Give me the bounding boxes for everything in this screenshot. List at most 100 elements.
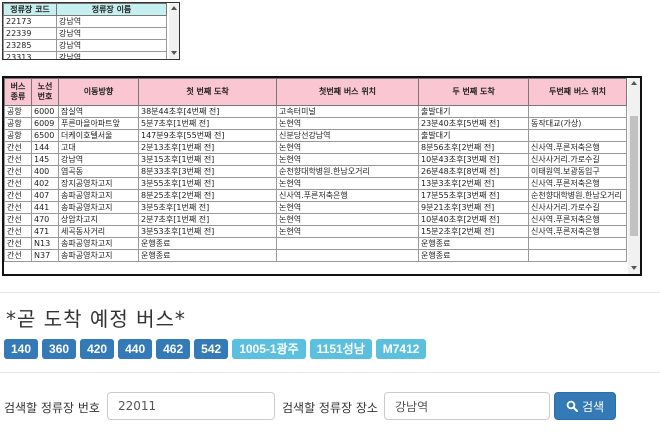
arrival-direction-cell: 송파공영차고지 (58, 189, 139, 202)
scroll-up-icon[interactable] (631, 81, 637, 85)
arrival-first-cell: 3분53초후[1번째 전] (138, 225, 277, 238)
arrival-table: 버스 종류 노선 번호 이동방향 첫 번째 도착 첫번째 버스 위치 두 번째 … (4, 78, 627, 262)
arrival-row[interactable]: 간선 407 송파공영차고지 8분25초후[2번째 전] 신사역.푸른저축은행 17분55… (4, 189, 627, 202)
station-row[interactable]: 22173 강남역 (3, 15, 167, 28)
arrival-table-container[interactable]: 버스 종류 노선 번호 이동방향 첫 번째 도착 첫번째 버스 위치 두 번째 … (2, 76, 642, 276)
arrival-first-cell: 운행종료 (138, 249, 277, 262)
bus-badge[interactable]: 140 (4, 339, 39, 359)
station-code-cell: 23313 (3, 51, 57, 59)
arrival-second-loc-cell: 동작대교(가상) (528, 117, 627, 130)
station-number-label: 검색할 정류장 번호 (4, 401, 100, 415)
divider (0, 372, 660, 373)
station-list-scrollbar[interactable] (169, 3, 179, 59)
station-place-label: 검색할 정류장 장소 (282, 401, 378, 415)
arrival-row[interactable]: 간선 N37 송파공영차고지 운행종료 운행종료 (4, 249, 627, 262)
arrival-first-loc-cell: 고속터미널 (276, 105, 419, 118)
arrival-second-cell: 10분40초후[2번째 전] (418, 213, 529, 226)
arrival-second-cell: 8분56초후[2번째 전] (418, 141, 529, 154)
bus-badge[interactable]: 1151성남 (309, 339, 372, 359)
arrival-second-cell: 출발대기 (418, 105, 529, 118)
arrival-direction-cell: 장지공영차고지 (58, 177, 139, 190)
arrival-direction-cell: 더케이호텔서울 (58, 129, 139, 142)
arrival-second-loc-cell (528, 249, 627, 262)
arrival-row[interactable]: 간선 400 염곡동 8분33초후[3번째 전] 순천향대학병원.한남오거리 26분48초… (4, 165, 627, 178)
arrival-row[interactable]: 공항 6500 더케이호텔서울 147분9초후[55번째 전] 신분당선강남역 출발대기 (4, 129, 627, 142)
search-icon (566, 400, 578, 412)
bus-badge[interactable]: M7412 (375, 339, 427, 359)
station-place-input[interactable] (384, 392, 550, 420)
arrival-first-loc-cell: 논현역 (276, 225, 419, 238)
arrival-row[interactable]: 간선 145 강남역 3분15초후[1번째 전] 논현역 10분43초후[3번째 전] 신사… (4, 153, 627, 166)
search-button-label: 검색 (581, 399, 605, 414)
station-name-cell: 강남역 (56, 39, 167, 52)
scroll-down-icon[interactable] (631, 266, 637, 270)
arrival-first-cell: 8분33초후[3번째 전] (138, 165, 277, 178)
arriving-soon-title: *곧 도착 예정 버스* (6, 307, 186, 331)
arrival-row[interactable]: 간선 470 상암차고지 2분7초후[1번째 전] 논현역 10분40초후[2번째 전] 신… (4, 213, 627, 226)
arrival-type-cell: 공항 (4, 117, 32, 130)
station-number-input[interactable] (107, 392, 275, 420)
station-row[interactable]: 23285 강남역 (3, 39, 167, 52)
arrival-row[interactable]: 간선 402 장지공영차고지 3분55초후[1번째 전] 논현역 13분3초후[2번째 전… (4, 177, 627, 190)
arrival-second-loc-cell: 신사사거리.가로수길 (528, 201, 627, 214)
station-row[interactable]: 23313 강남역 (3, 51, 167, 59)
arrival-type-cell: 간선 (4, 189, 32, 202)
scrollbar-thumb[interactable] (630, 116, 638, 236)
second-arrival-header: 두 번째 도착 (418, 78, 529, 106)
arrival-route-cell: 6000 (31, 105, 59, 118)
arrival-second-cell: 15분2초후[2번째 전] (418, 225, 529, 238)
arrival-first-loc-cell: 논현역 (276, 213, 419, 226)
arrival-type-cell: 간선 (4, 153, 32, 166)
scroll-up-icon[interactable] (171, 6, 177, 10)
station-code-cell: 23285 (3, 39, 57, 52)
arriving-soon-buses: 140 360 420 440 462 542 1005-1광주 1151성남 M7412 (4, 339, 427, 359)
station-list[interactable]: 정류장 코드 정류장 이름 22173 강남역 22339 강남역 23285 강남역 23… (2, 2, 180, 60)
bus-badge[interactable]: 542 (194, 339, 229, 359)
divider (0, 292, 660, 293)
scroll-down-icon[interactable] (171, 51, 177, 55)
arrival-direction-cell: 송파공영차고지 (58, 201, 139, 214)
arrival-row[interactable]: 공항 6000 잠실역 38분44초후[4번째 전] 고속터미널 출발대기 (4, 105, 627, 118)
search-button[interactable]: 검색 (554, 392, 616, 420)
arrival-route-cell: 145 (31, 153, 59, 166)
arrival-type-cell: 간선 (4, 141, 32, 154)
arrival-row[interactable]: 간선 N13 송파공영차고지 운행종료 운행종료 (4, 237, 627, 250)
arrival-type-cell: 간선 (4, 249, 32, 262)
bus-badge[interactable]: 360 (42, 339, 77, 359)
arrival-row[interactable]: 공항 6009 푸른마을아파트앞 5분7초후[1번째 전] 논현역 23분40초후[5번째… (4, 117, 627, 130)
arrival-first-loc-cell: 신분당선강남역 (276, 129, 419, 142)
bus-badge[interactable]: 420 (80, 339, 115, 359)
arrival-direction-cell: 송파공영차고지 (58, 237, 139, 250)
arrival-row[interactable]: 간선 471 세곡동사거리 3분53초후[1번째 전] 논현역 15분2초후[2번째 전]… (4, 225, 627, 238)
arrival-direction-cell: 고대 (58, 141, 139, 154)
arrival-row[interactable]: 간선 144 고대 2분13초후[1번째 전] 논현역 8분56초후[2번째 전] 신사역.… (4, 141, 627, 154)
arrival-route-cell: 470 (31, 213, 59, 226)
arrival-first-cell: 38분44초후[4번째 전] (138, 105, 277, 118)
arrival-second-cell: 10분43초후[3번째 전] (418, 153, 529, 166)
arrival-second-loc-cell (528, 237, 627, 250)
arrival-first-cell: 운행종료 (138, 237, 277, 250)
arrival-row[interactable]: 간선 441 송파공영차고지 3분5초후[1번째 전] 논현역 9분21초후[3번째 전]… (4, 201, 627, 214)
station-row[interactable]: 22339 강남역 (3, 27, 167, 40)
arrival-second-cell: 13분3초후[2번째 전] (418, 177, 529, 190)
arrival-route-cell: 6500 (31, 129, 59, 142)
arrival-table-scrollbar[interactable] (628, 78, 640, 274)
arrival-second-loc-cell: 신사역.푸른저축은행 (528, 141, 627, 154)
arrival-route-cell: 441 (31, 201, 59, 214)
arrival-direction-cell: 상암차고지 (58, 213, 139, 226)
arrival-route-cell: 402 (31, 177, 59, 190)
arrival-second-loc-cell (528, 105, 627, 118)
arrival-first-cell: 8분25초후[2번째 전] (138, 189, 277, 202)
bus-badge[interactable]: 440 (118, 339, 153, 359)
first-location-header: 첫번째 버스 위치 (276, 78, 419, 106)
arrival-direction-cell: 세곡동사거리 (58, 225, 139, 238)
arrival-first-loc-cell: 논현역 (276, 201, 419, 214)
arrival-type-cell: 간선 (4, 213, 32, 226)
arrival-route-cell: 471 (31, 225, 59, 238)
bus-badge[interactable]: 462 (156, 339, 191, 359)
bus-badge[interactable]: 1005-1광주 (232, 339, 306, 359)
station-name-cell: 강남역 (56, 51, 167, 59)
arrival-first-cell: 5분7초후[1번째 전] (138, 117, 277, 130)
arrival-direction-cell: 푸른마을아파트앞 (58, 117, 139, 130)
station-code-cell: 22173 (3, 15, 57, 28)
